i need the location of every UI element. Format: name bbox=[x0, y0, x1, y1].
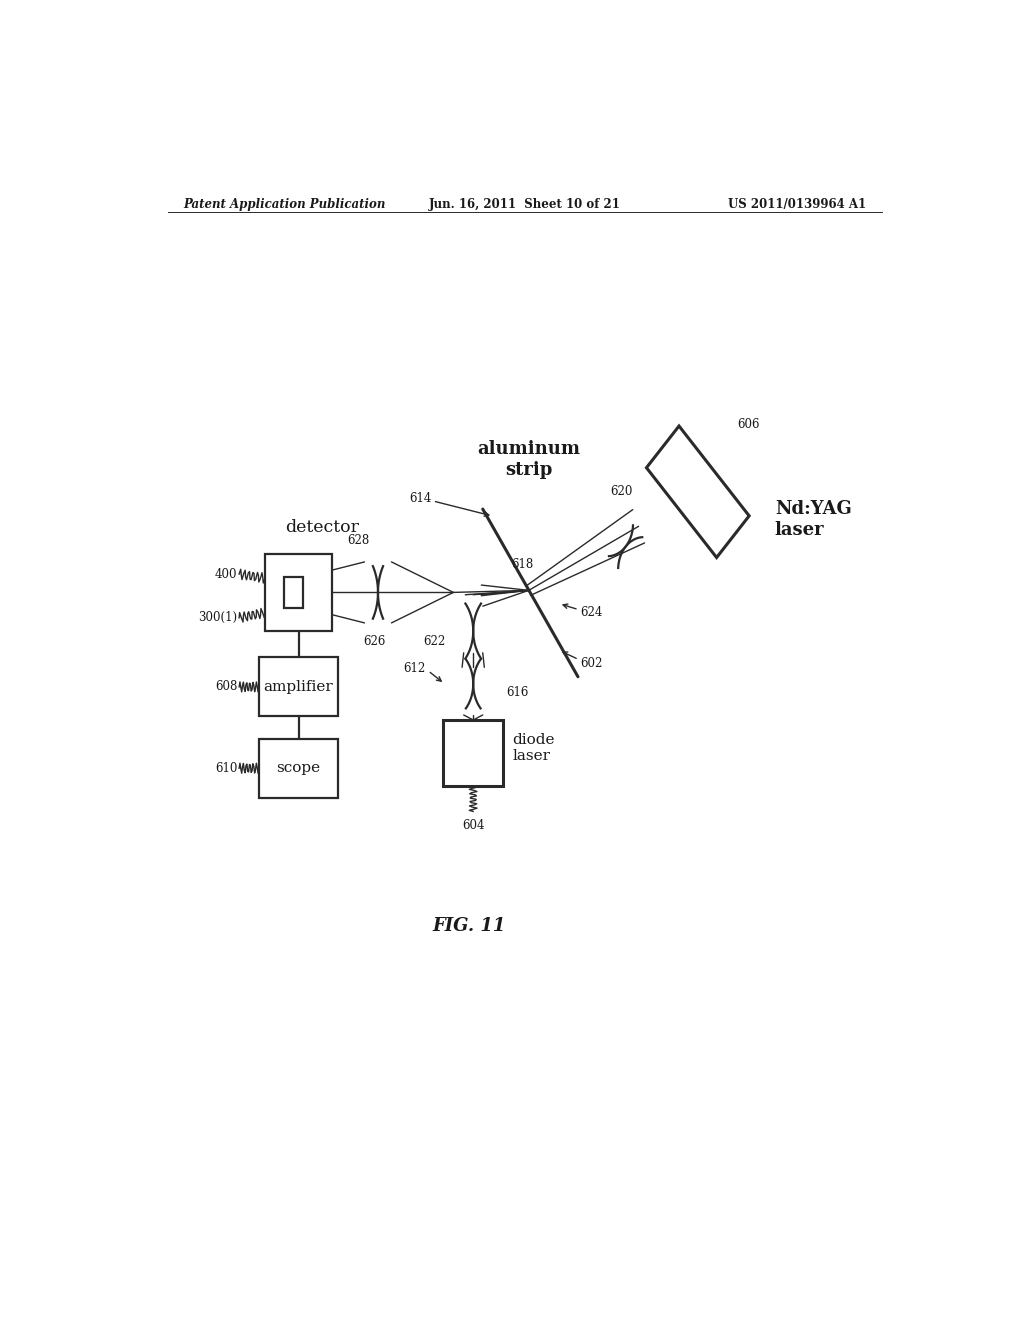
Text: aluminum
strip: aluminum strip bbox=[477, 440, 581, 479]
Text: 618: 618 bbox=[511, 558, 534, 572]
Text: 624: 624 bbox=[581, 606, 603, 619]
Text: amplifier: amplifier bbox=[264, 680, 334, 694]
Text: 616: 616 bbox=[507, 685, 529, 698]
Text: scope: scope bbox=[276, 762, 321, 775]
Text: 604: 604 bbox=[462, 818, 484, 832]
Text: 610: 610 bbox=[215, 762, 238, 775]
Text: 400: 400 bbox=[215, 568, 238, 581]
Bar bbox=[259, 739, 338, 797]
Text: US 2011/0139964 A1: US 2011/0139964 A1 bbox=[728, 198, 866, 211]
Bar bbox=[646, 426, 750, 557]
Text: 628: 628 bbox=[347, 533, 370, 546]
Text: FIG. 11: FIG. 11 bbox=[432, 917, 506, 935]
Text: 300(1): 300(1) bbox=[199, 611, 238, 624]
Text: Nd:YAG
laser: Nd:YAG laser bbox=[775, 500, 852, 539]
Text: 608: 608 bbox=[215, 680, 238, 693]
Text: Patent Application Publication: Patent Application Publication bbox=[183, 198, 386, 211]
Text: 606: 606 bbox=[737, 418, 760, 432]
Text: 622: 622 bbox=[423, 635, 445, 648]
Text: 612: 612 bbox=[403, 663, 426, 675]
Text: Jun. 16, 2011  Sheet 10 of 21: Jun. 16, 2011 Sheet 10 of 21 bbox=[429, 198, 621, 211]
Text: diode
laser: diode laser bbox=[512, 733, 555, 763]
Bar bbox=[443, 719, 503, 785]
Text: detector: detector bbox=[286, 519, 359, 536]
Text: 620: 620 bbox=[610, 484, 633, 498]
Bar bbox=[265, 554, 333, 631]
Bar bbox=[285, 577, 303, 607]
Bar bbox=[259, 657, 338, 717]
Text: 602: 602 bbox=[581, 657, 603, 671]
Text: 626: 626 bbox=[362, 635, 385, 648]
Text: 614: 614 bbox=[409, 492, 431, 506]
